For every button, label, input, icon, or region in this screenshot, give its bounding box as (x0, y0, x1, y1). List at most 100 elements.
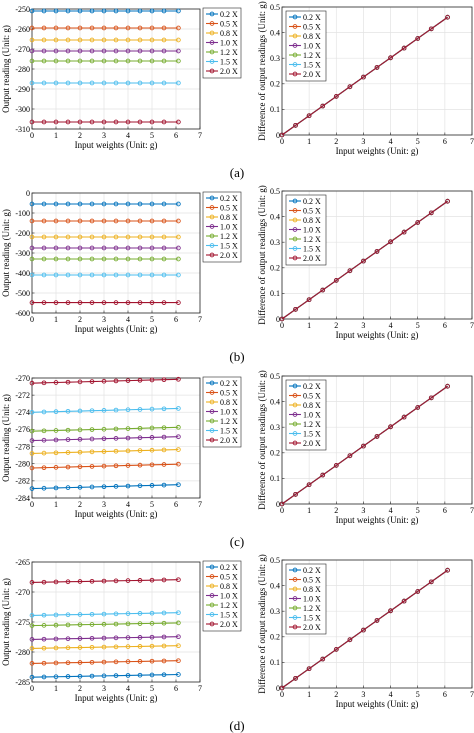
legend-label: 2.0 X (303, 623, 321, 632)
y-tick-label: -260 (15, 25, 30, 34)
legend-label: 0.8 X (303, 216, 321, 225)
x-tick-label: 1 (307, 321, 311, 330)
series-point (137, 425, 143, 431)
series-point (53, 119, 59, 125)
series-point (65, 201, 71, 207)
x-tick-label: 5 (416, 321, 420, 330)
series-line-10X (31, 636, 179, 640)
series-point (101, 48, 107, 54)
legend-marker (209, 30, 215, 36)
series-point (137, 635, 143, 640)
y-tick-label: 0 (276, 684, 280, 693)
series-point (101, 201, 107, 207)
series-point (29, 661, 35, 666)
series-point (53, 234, 59, 240)
series-point (41, 256, 47, 262)
series-point (41, 119, 47, 125)
series-point (65, 119, 71, 125)
series-point (125, 435, 131, 441)
series-point (161, 643, 167, 649)
series-point (137, 25, 143, 31)
series-point (125, 25, 131, 31)
series-point (388, 239, 393, 245)
series-point (77, 612, 83, 617)
difference-chart: 0 1 2 3 4 5 6 7 0 0.1 0.2 0.3 0.4 0.5 Input weights (U… (257, 185, 474, 340)
series-point (29, 245, 35, 251)
legend-label: 1.0 X (303, 225, 321, 234)
y-tick-label: -500 (15, 289, 30, 298)
series-point (65, 612, 71, 618)
series-point (29, 256, 35, 262)
y-tick-label: 0.1 (270, 658, 280, 667)
y-tick-label: -270 (15, 588, 30, 597)
series-point (29, 674, 35, 680)
series-point (65, 256, 71, 262)
series-point (53, 272, 59, 278)
x-axis-label: Input weights (Unit: g) (336, 330, 419, 340)
series-line-20X (281, 569, 448, 689)
series-point (445, 198, 450, 204)
series-point (29, 272, 35, 278)
output-reading-chart: 0 1 2 3 4 5 6 7 -284 -282 -280 -278 -276 -274 -272 -270… (1, 374, 242, 519)
x-tick-label: 6 (443, 506, 447, 515)
series-point (29, 409, 35, 415)
series-point (53, 636, 59, 642)
x-tick-label: 4 (389, 137, 393, 146)
legend: 0.2 X0.5 X0.8 X1.0 X1.2 X1.5 X2.0 X (202, 560, 242, 632)
legend-label: 0.2 X (220, 379, 238, 388)
series-point (361, 627, 366, 633)
legend-label: 1.0 X (303, 410, 321, 419)
difference-chart: 0 1 2 3 4 5 6 7 0 0.1 0.2 0.3 0.4 0.5 Input weights (U… (257, 1, 474, 156)
legend: 0.2 X0.5 X0.8 X1.0 X1.2 X1.5 X2.0 X (202, 7, 242, 79)
series-point (161, 620, 167, 626)
x-tick-label: 7 (470, 690, 474, 699)
y-tick-label: -280 (15, 648, 30, 657)
series-point (293, 491, 298, 497)
series-point (149, 218, 155, 224)
series-point (361, 258, 366, 264)
output-reading-chart: 0 1 2 3 4 5 6 7 -285 -280 -275 -270 -265 Input weight… (1, 558, 242, 703)
x-tick-label: 1 (307, 690, 311, 699)
series-point (77, 660, 83, 665)
series-point (125, 378, 131, 383)
legend: 0.2 X0.5 X0.8 X1.0 X1.2 X1.5 X2.0 X (285, 379, 327, 451)
legend-marker (209, 418, 215, 424)
legend-marker (292, 43, 298, 48)
legend-marker (292, 431, 298, 436)
legend-marker (292, 586, 298, 592)
legend-marker (292, 440, 298, 446)
series-point (149, 119, 155, 125)
legend-label: 2.0 X (220, 67, 238, 76)
y-tick-label: 0.5 (270, 3, 280, 12)
series-point (176, 8, 181, 14)
y-axis-label: Difference of output readings (Unit: g) (257, 185, 267, 325)
x-axis-label: Input weights (Unit: g) (75, 140, 158, 150)
series-point (65, 218, 71, 224)
series-point (89, 436, 95, 442)
series-point (41, 218, 47, 224)
x-tick-label: 2 (78, 315, 82, 324)
series-point (137, 201, 143, 207)
series-point (77, 673, 83, 679)
y-tick-label: 0.2 (270, 449, 280, 458)
series-point (41, 579, 47, 585)
series-point (176, 58, 181, 64)
series-point (29, 201, 35, 207)
series-point (149, 425, 155, 431)
series-point (101, 25, 107, 31)
series-point (53, 465, 59, 470)
legend-marker (209, 21, 215, 26)
legend-label: 1.0 X (220, 38, 238, 47)
series-point (137, 80, 143, 86)
x-tick-label: 6 (174, 131, 178, 140)
series-point (41, 623, 47, 628)
legend-label: 0.5 X (303, 575, 321, 584)
series-point (320, 656, 326, 662)
series-point (333, 278, 339, 283)
series-point (53, 80, 59, 86)
legend-label: 0.8 X (220, 398, 238, 407)
series-point (53, 37, 59, 43)
legend-marker (209, 612, 215, 617)
legend-marker (209, 195, 215, 201)
legend-marker (209, 583, 215, 589)
